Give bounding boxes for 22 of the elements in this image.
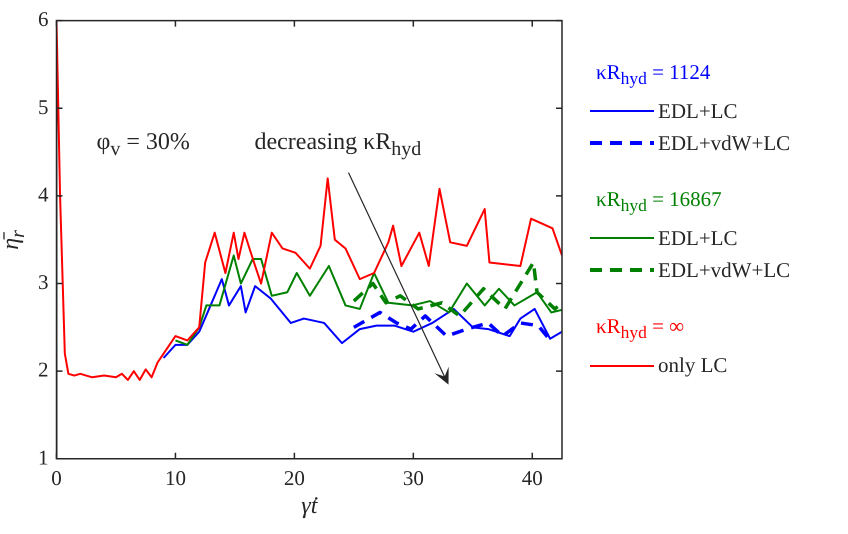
y-tick-label: 1 — [38, 445, 48, 470]
legend-label: only LC — [658, 353, 728, 378]
y-tick-label: 4 — [38, 182, 49, 206]
x-tick-label: 30 — [402, 466, 424, 490]
text: κR$_{hyd}$ = ∞ — [596, 314, 686, 344]
legend-label: EDL+LC — [658, 226, 738, 251]
x-tick-label: 10 — [164, 466, 186, 490]
x-axis-title: γ̇t — [301, 492, 318, 520]
annotation: decreasing κR$_{hyd}$ — [254, 128, 422, 160]
y-tick-label: 5 — [38, 94, 48, 119]
text: κR$_{hyd}$ = 1124 — [596, 60, 712, 90]
x-tick-label: 0 — [51, 466, 62, 490]
text: κR$_{hyd}$ = 16867 — [596, 187, 723, 216]
legend-label: EDL+LC — [658, 98, 738, 124]
legend-label: EDL+vdW+LC — [658, 258, 790, 283]
y-tick-label: 3 — [38, 270, 48, 294]
x-tick-label: 40 — [522, 466, 543, 490]
annotation: φ$_{v}$ = 30% — [96, 128, 190, 160]
y-tick-label: 2 — [38, 358, 48, 382]
legend-label: EDL+vdW+LC — [658, 130, 790, 156]
y-tick-label: 6 — [38, 7, 48, 32]
x-tick-label: 20 — [284, 466, 305, 490]
